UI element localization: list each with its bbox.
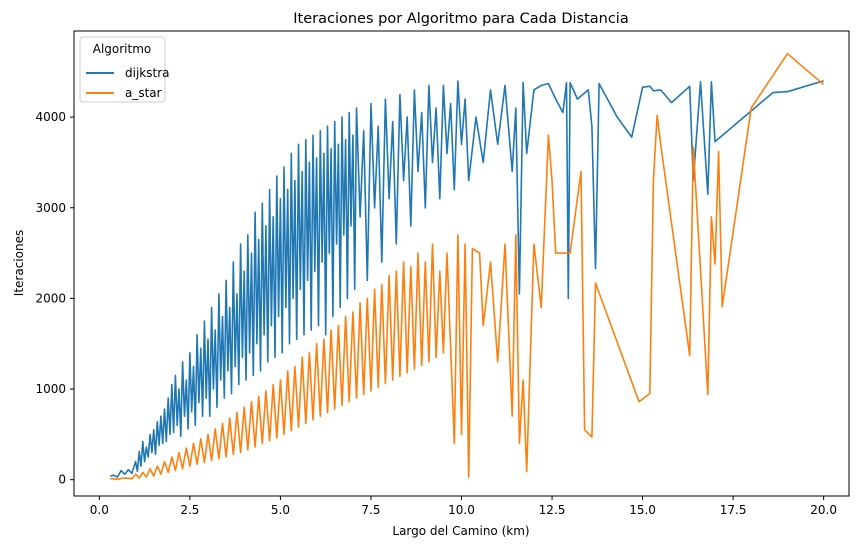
legend-entries: dijkstra a_star [86, 66, 169, 100]
series-line-dijkstra [110, 80, 824, 478]
series-layer [110, 52, 825, 480]
x-tick-label: 12.5 [539, 503, 566, 517]
x-axis-label: Largo del Camino (km) [392, 524, 529, 538]
x-tick-label: 2.5 [180, 503, 199, 517]
legend: Algoritmo dijkstra a_star [79, 36, 169, 103]
y-tick-label: 1000 [35, 382, 66, 396]
plot-area: 0.0 2.5 5.0 7.5 10.0 12.5 15.0 17.5 20.0 0 1000 20… [35, 30, 850, 517]
y-tick-label: 0 [58, 473, 66, 487]
y-tick-label: 3000 [35, 201, 66, 215]
x-axis-ticks: 0.0 2.5 5.0 7.5 10.0 12.5 15.0 17.5 20.0 [90, 496, 837, 517]
legend-label-dijkstra: dijkstra [125, 66, 169, 80]
y-tick-label: 2000 [35, 291, 66, 305]
legend-box [79, 36, 166, 103]
x-tick-label: 0.0 [90, 503, 109, 517]
y-axis-ticks: 0 1000 2000 3000 4000 [35, 110, 74, 487]
x-tick-label: 5.0 [271, 503, 290, 517]
x-tick-label: 7.5 [361, 503, 380, 517]
x-tick-label: 15.0 [629, 503, 656, 517]
y-axis-label: Iteraciones [12, 230, 26, 296]
legend-label-a-star: a_star [125, 86, 162, 100]
x-tick-label: 17.5 [720, 503, 747, 517]
x-tick-label: 10.0 [448, 503, 475, 517]
y-tick-label: 4000 [35, 110, 66, 124]
x-tick-label: 20.0 [810, 503, 837, 517]
legend-title: Algoritmo [93, 42, 152, 56]
series-line-a-star [110, 52, 825, 480]
chart-title: Iteraciones por Algoritmo para Cada Dist… [293, 11, 628, 27]
